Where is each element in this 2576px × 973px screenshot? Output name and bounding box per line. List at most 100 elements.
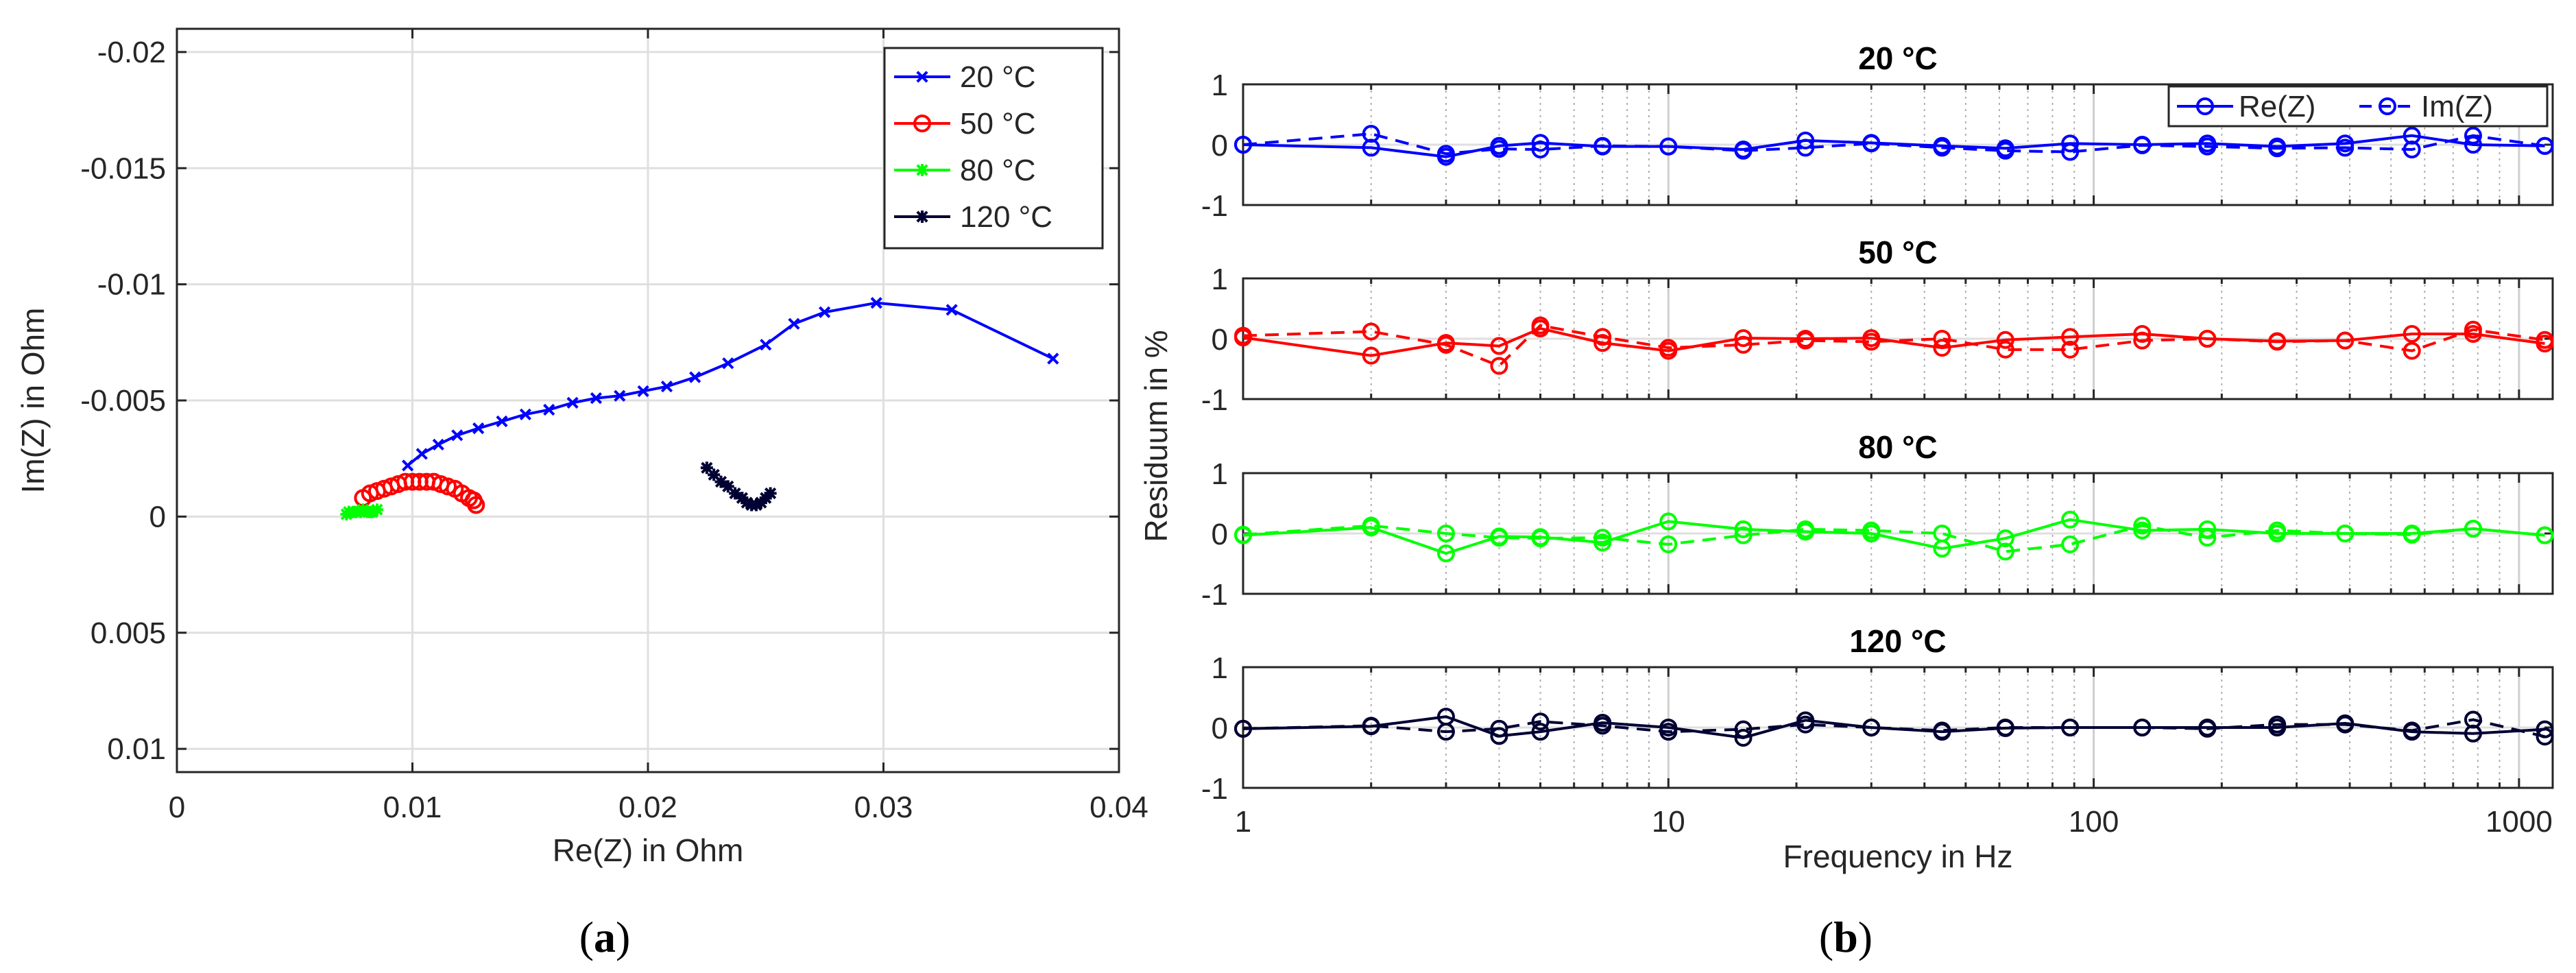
im-point [2061,535,2080,553]
im-point [2268,715,2287,734]
im-point [2336,331,2355,350]
re-point [2133,521,2152,540]
im-point [2198,330,2217,348]
data-point [472,422,485,435]
im-point [2268,521,2287,540]
series-50c [354,472,485,514]
im-point [2403,525,2421,544]
data-point [870,297,882,309]
im-point [1531,529,1550,548]
re-point [2061,328,2080,346]
residual-legend: Re(Z) Im(Z) [2167,85,2549,128]
im-point [2336,525,2355,542]
im-point [1593,529,1612,547]
data-point [467,496,485,514]
re-series [1234,126,2554,166]
im-point [1659,137,1678,156]
im-point [1234,719,1252,738]
im-point [1933,525,1951,542]
re-point [1531,723,1550,741]
legend-label: 80 °C [960,154,1036,187]
im-point [2336,139,2355,157]
im-point [1796,520,1815,538]
legend-marker [916,211,928,223]
im-point [1362,322,1380,341]
re-point [1490,727,1508,745]
im-point [2536,526,2554,544]
im-point [1531,141,1550,159]
series-line [407,301,1054,467]
x-tick-label: 0.01 [383,791,442,824]
im-point [1933,721,1951,740]
im-point [2268,333,2287,351]
im-point [1862,719,1881,736]
im-point [2464,710,2482,729]
re-point [1490,337,1508,355]
legend-marker [913,115,931,132]
y-tick-label: 0.01 [107,732,166,766]
x-axis-label: Re(Z) in Ohm [553,832,744,868]
x-axis-label: Frequency in Hz [1783,839,2013,874]
re-point [1593,334,1612,352]
y-tick-label: -1 [1201,772,1228,806]
im-point [2061,719,2080,736]
re-point [1996,529,2014,548]
data-point [416,448,428,460]
legend-marker-im [2379,97,2396,115]
im-point [1531,712,1550,731]
data-point [519,408,531,420]
im-point [1933,139,1951,157]
legend-label-re: Re(Z) [2239,90,2315,123]
im-point [1862,134,1881,153]
re-point [1796,131,1815,149]
y-tick-label: 0 [1212,323,1228,357]
data-point [750,498,763,512]
data-point [708,468,721,481]
data-point [819,306,831,318]
panel-title: 120 °C [1849,623,1946,659]
im-point [1734,335,1753,354]
y-tick-label: -1 [1201,383,1228,417]
re-point [1436,544,1455,563]
y-axis-label: Residuum in % [1138,330,1174,542]
caption-a: (a) [579,913,631,961]
y-tick-label: 0 [149,500,166,533]
y-tick-label: 1 [1212,69,1228,102]
im-point [1436,525,1455,542]
im-point [2464,320,2482,339]
im-point [1996,542,2014,561]
legend-marker [916,164,928,176]
y-tick-label: -1 [1201,578,1228,612]
im-point [2198,137,2217,156]
y-tick-label: -1 [1201,189,1228,223]
im-point [2336,715,2355,734]
series-20c [402,297,1059,472]
data-point [714,475,727,488]
re-point [2061,134,2080,153]
im-point [1490,719,1508,738]
im-point [2061,143,2080,161]
ticks: 0 0.01 0.02 0.03 0.04-0.02-0.015-0.01-0.0050… [80,29,1148,824]
re-point [1734,329,1753,348]
data-point [660,381,673,393]
data-point [614,389,626,402]
legend-label: 50 °C [960,107,1036,141]
data-point [402,459,414,472]
series-120c [700,461,777,512]
im-point [2061,340,2080,359]
y-tick-label: 0 [1212,518,1228,551]
im-point [2403,141,2421,159]
im-line [1242,324,2545,368]
x-tick-label: 10 [1652,805,1685,839]
im-point [1734,141,1753,160]
y-axis-label: Im(Z) in Ohm [15,308,51,494]
data-point [721,480,734,493]
im-point [1234,326,1252,345]
data-point [543,403,555,416]
im-point [1734,526,1753,544]
legend-label-im: Im(Z) [2421,90,2493,123]
x-tick-label: 1000 [2485,805,2553,839]
im-point [1796,715,1815,734]
im-point [2403,721,2421,740]
